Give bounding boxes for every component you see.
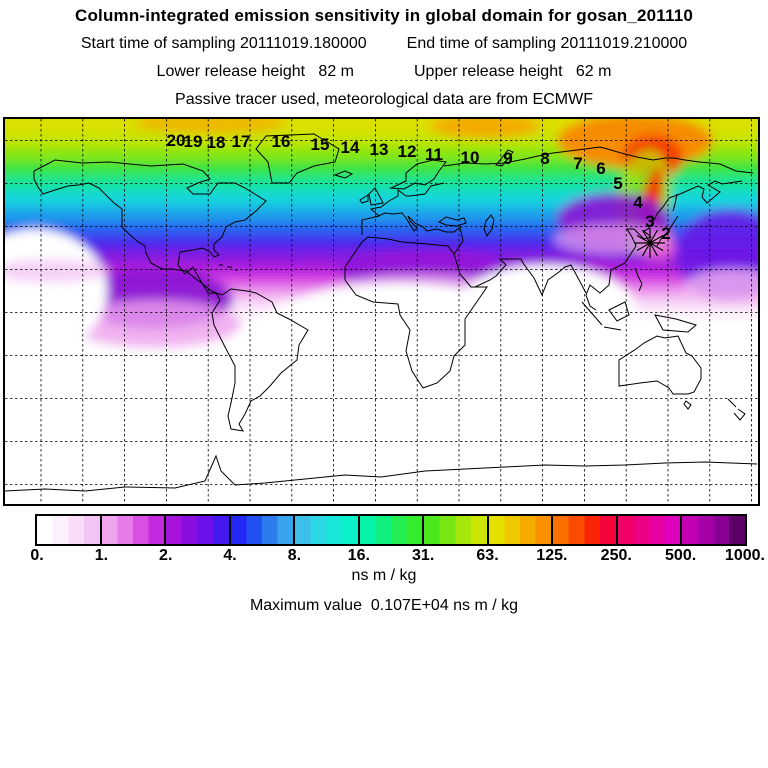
colorbar-tick-label: 2. xyxy=(159,547,173,564)
coast-caribbean-islands xyxy=(219,264,238,271)
colorbar-ticks: 0. 1. 2. 4. 8. 16. 31. 63. 125. 250. 500. 1000. xyxy=(0,547,768,567)
coast-sakhalin xyxy=(672,193,678,212)
colorbar-segment xyxy=(166,516,231,544)
trajectory-hour-label: 3 xyxy=(645,212,654,231)
coast-ireland xyxy=(359,194,369,204)
coast-siberia-arctic xyxy=(443,146,754,174)
tracer-line: Passive tracer used, meteorological data… xyxy=(175,91,593,108)
coast-greenland xyxy=(255,133,340,184)
colorbar-segment xyxy=(424,516,489,544)
coast-north-america xyxy=(33,159,267,294)
colorbar-tick-label: 125. xyxy=(536,547,568,564)
trajectory-hour-label: 5 xyxy=(613,174,622,193)
trajectory-hour-label: 13 xyxy=(370,140,389,159)
release-site-star-icon xyxy=(635,228,665,258)
colorbar xyxy=(35,514,747,546)
coast-mediterranean xyxy=(375,212,464,255)
coast-black-sea xyxy=(437,216,467,227)
colorbar-tick-label: 63. xyxy=(476,547,499,564)
trajectory-hour-label: 20 xyxy=(167,131,186,150)
colorbar-segment xyxy=(295,516,360,544)
colorbar-segment xyxy=(553,516,618,544)
colorbar-segment xyxy=(37,516,102,544)
sensitivity-map: 20 19 18 17 16 15 14 13 12 11 10 9 8 7 6 5 4 3 2 xyxy=(3,117,760,506)
colorbar-tick-label: 1000. xyxy=(724,547,765,564)
colorbar-segment xyxy=(488,516,554,544)
colorbar-segment xyxy=(682,516,746,544)
colorbar-segment xyxy=(230,516,296,544)
sampling-start-text: Start time of sampling 20111019.180000 xyxy=(80,35,367,52)
coast-iceland xyxy=(333,170,354,179)
colorbar-tick-label: 31. xyxy=(412,547,435,564)
trajectory-hour-label: 10 xyxy=(461,148,480,167)
colorbar-tick-label: 1. xyxy=(94,547,109,564)
trajectory-hour-label: 12 xyxy=(398,142,417,161)
coast-tasmania xyxy=(683,400,692,410)
colorbar-tick-label: 4. xyxy=(223,547,237,564)
trajectory-hour-label: 19 xyxy=(184,132,203,151)
colorbar-segment xyxy=(359,516,425,544)
trajectory-hour-label: 15 xyxy=(311,135,330,154)
colorbar-tick-label: 16. xyxy=(347,547,370,564)
trajectory-hour-label: 8 xyxy=(540,149,549,168)
sensitivity-field xyxy=(5,119,758,504)
trajectory-hour-label: 11 xyxy=(425,145,443,164)
coast-new-zealand xyxy=(727,398,746,421)
graticule xyxy=(5,119,758,504)
coast-africa xyxy=(344,236,488,389)
trajectory-hour-label: 14 xyxy=(341,138,360,157)
coastlines xyxy=(5,133,758,492)
coast-indonesia-lines xyxy=(581,267,643,331)
coast-britain xyxy=(368,187,384,206)
colorbar-segment xyxy=(101,516,167,544)
colorbar-tick-label: 250. xyxy=(600,547,632,564)
coast-antarctica xyxy=(5,454,758,492)
coast-novaya-zemlya xyxy=(495,149,514,167)
trajectory-hour-label: 7 xyxy=(573,154,582,173)
trajectory-hour-label: 4 xyxy=(633,193,643,212)
colorbar-tick-label: 500. xyxy=(665,547,697,564)
coast-japan xyxy=(656,215,679,247)
trajectory-hour-label: 6 xyxy=(596,159,605,178)
release-heights-line: Lower release height 82 m Upper release h… xyxy=(0,63,768,81)
coast-borneo xyxy=(608,301,630,322)
lower-release-text: Lower release height 82 m xyxy=(156,63,354,80)
coast-new-guinea xyxy=(654,314,698,333)
colorbar-tick-label: 0. xyxy=(30,547,44,564)
sampling-end-text: End time of sampling 20111019.210000 xyxy=(406,35,688,52)
colorbar-units-label: ns m / kg xyxy=(351,567,417,584)
coast-scandinavia xyxy=(389,159,447,190)
coast-east-asia xyxy=(585,180,743,311)
page-title: Column-integrated emission sensitivity i… xyxy=(74,6,694,25)
upper-release-text: Upper release height 62 m xyxy=(414,63,612,80)
sampling-times-line: Start time of sampling 20111019.180000 En… xyxy=(0,35,768,53)
trajectory-hour-label: 9 xyxy=(503,149,512,168)
colorbar-segment xyxy=(617,516,683,544)
trajectory-hour-label: 2 xyxy=(661,224,670,243)
coast-caspian xyxy=(483,214,495,238)
colorbar-tick-label: 8. xyxy=(287,547,302,564)
coast-australia xyxy=(618,335,702,395)
trajectory-hour-label: 18 xyxy=(207,133,226,152)
trajectory-hour-label: 17 xyxy=(232,132,251,151)
max-value-label: Maximum value 0.107E+04 ns m / kg xyxy=(249,597,519,614)
trajectory-hour-label: 16 xyxy=(272,132,291,151)
